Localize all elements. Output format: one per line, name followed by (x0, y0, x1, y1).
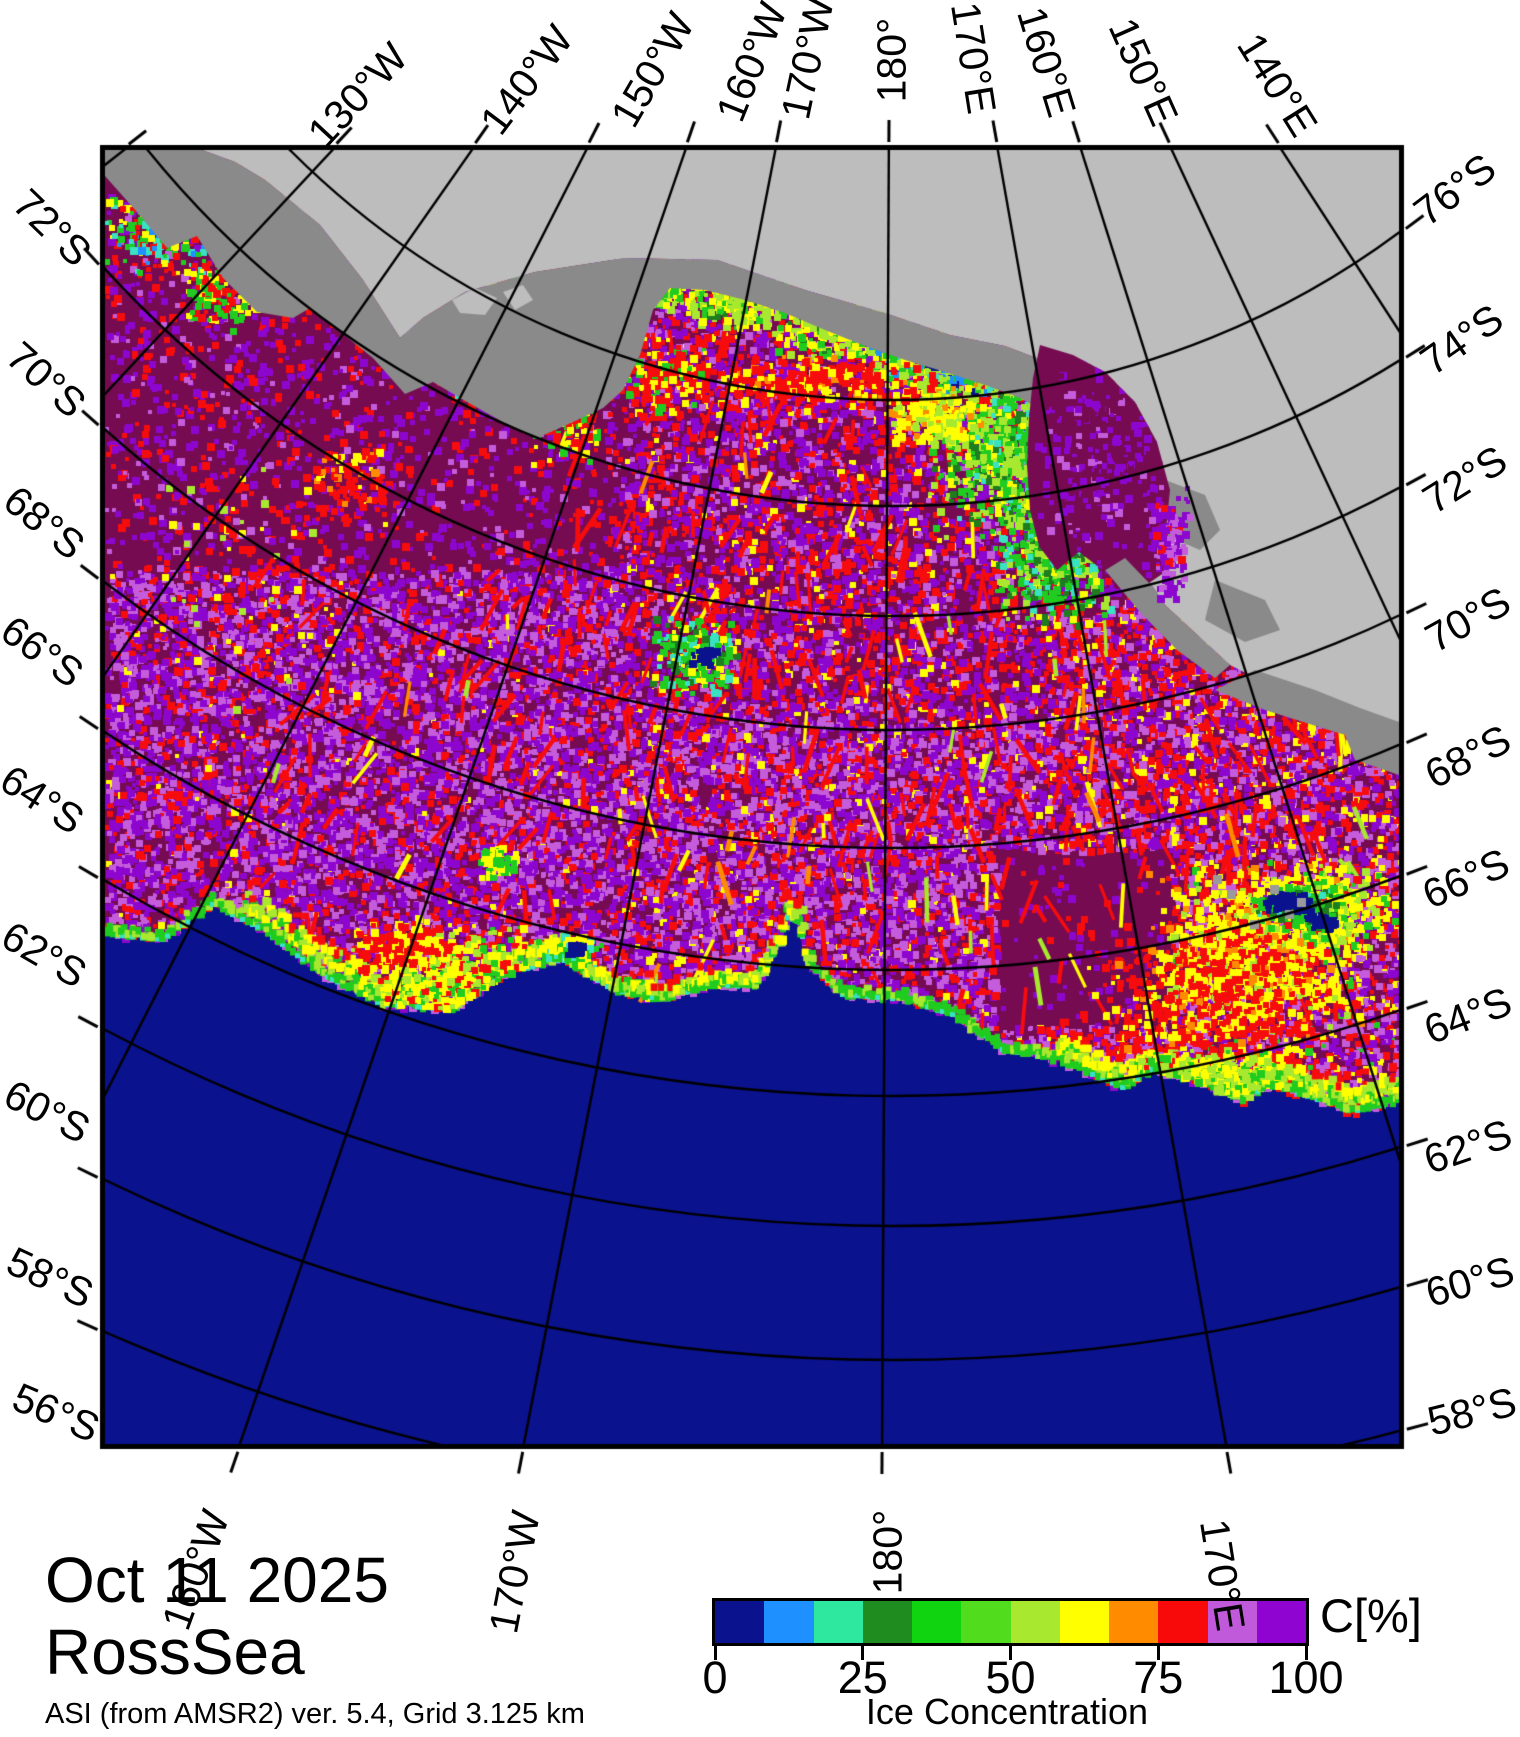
legend-color-segment (1059, 1601, 1109, 1643)
legend-tick-mark (1304, 1646, 1308, 1660)
legend-tick-label: 50 (985, 1652, 1036, 1703)
legend-tick-label: 100 (1268, 1652, 1344, 1703)
axis-label-top: 180° (868, 17, 915, 103)
legend-color-segment (862, 1601, 912, 1643)
legend-color-segment (961, 1601, 1011, 1643)
data-source-note: ASI (from AMSR2) ver. 5.4, Grid 3.125 km (45, 1698, 585, 1730)
legend-tick-mark (713, 1646, 717, 1660)
legend-tick-label: 25 (837, 1652, 888, 1703)
legend-tick-mark (861, 1646, 865, 1660)
legend-color-segment (1109, 1601, 1159, 1643)
legend-color-segment (912, 1601, 962, 1643)
legend-tick-mark (1156, 1646, 1160, 1660)
map-region-title: RossSea (45, 1616, 305, 1688)
legend-color-segment (764, 1601, 814, 1643)
colorbar-caption: Ice Concentration (865, 1691, 1149, 1732)
legend-color-segment (1010, 1601, 1060, 1643)
legend-color-segment (715, 1601, 765, 1643)
colorbar (712, 1598, 1309, 1646)
axis-label-bottom: 180° (864, 1509, 911, 1595)
legend-color-segment (1207, 1601, 1257, 1643)
legend-tick-label: 75 (1133, 1652, 1184, 1703)
map-date: Oct 11 2025 (45, 1544, 389, 1616)
legend-color-segment (1256, 1601, 1306, 1643)
colorbar-unit-label: C[%] (1320, 1589, 1422, 1642)
legend-tick-label: 0 (702, 1652, 728, 1703)
legend-tick-mark (1009, 1646, 1012, 1660)
legend-color-segment (813, 1601, 863, 1643)
legend-color-segment (1158, 1601, 1208, 1643)
